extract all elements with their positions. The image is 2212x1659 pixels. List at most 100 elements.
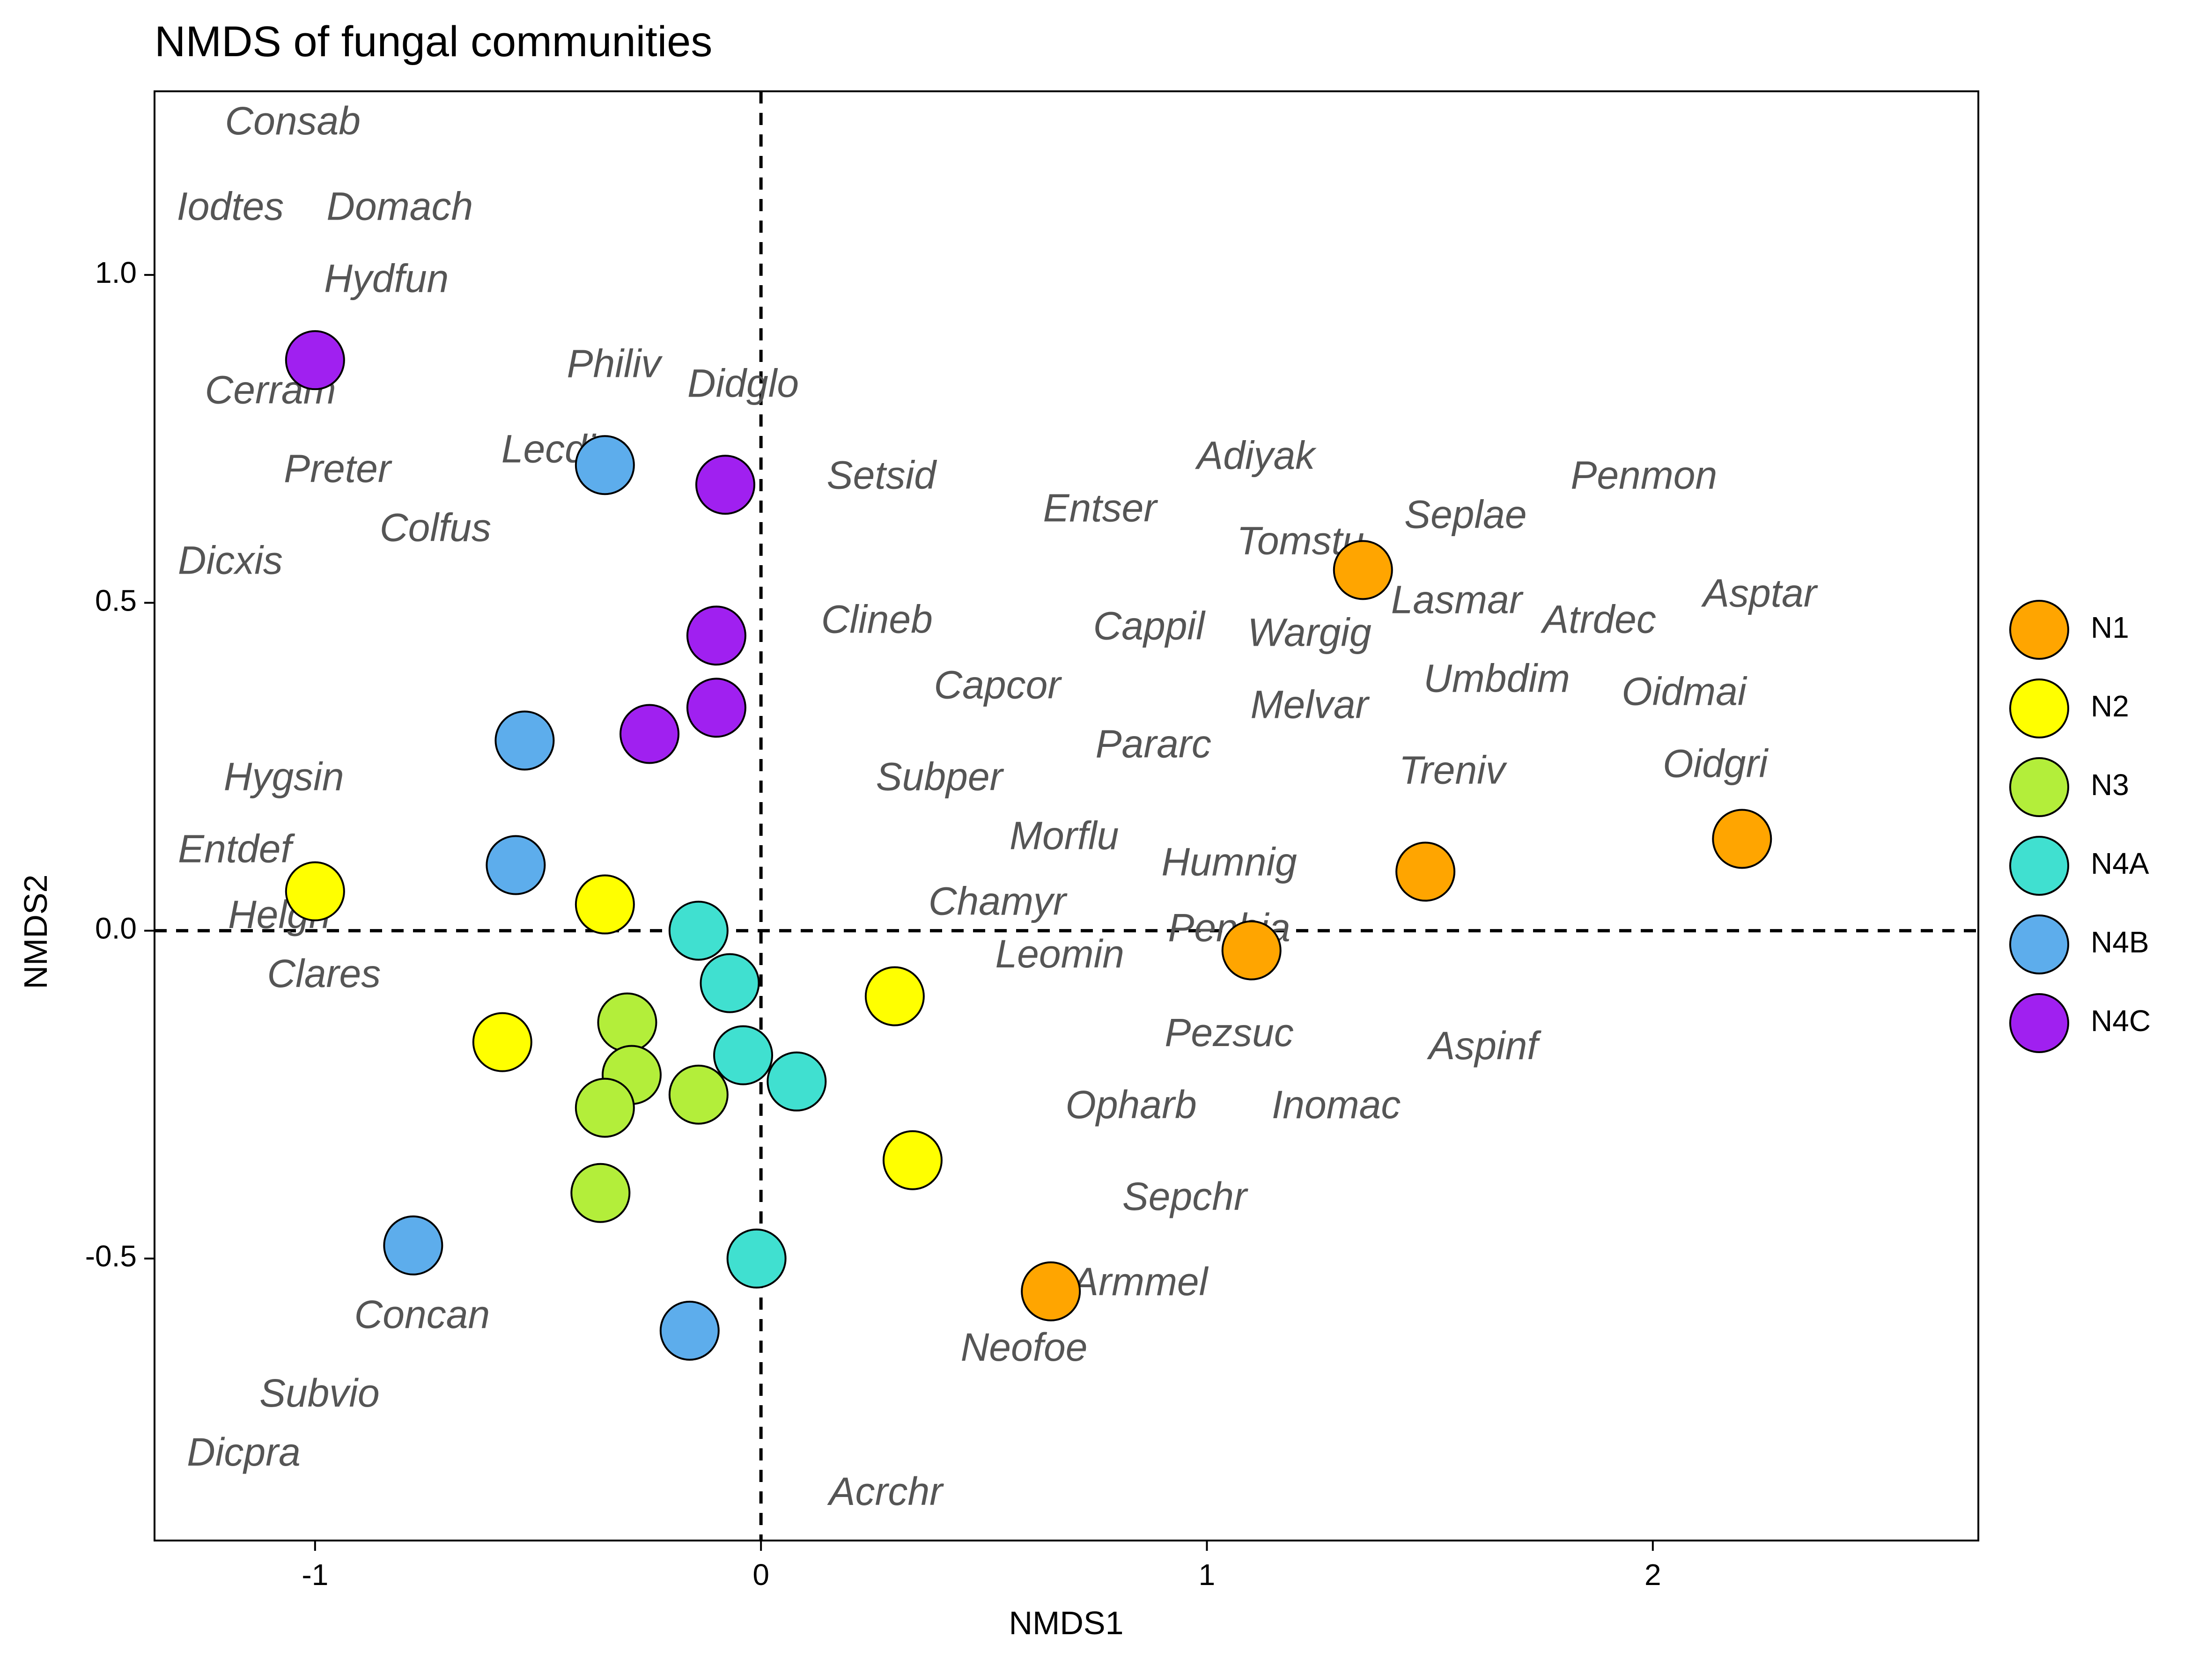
species-label: Pezsuc xyxy=(1165,1010,1293,1054)
site-point-n2 xyxy=(864,966,925,1026)
species-label: Leomin xyxy=(995,932,1124,976)
site-point-n4c xyxy=(695,455,755,515)
species-label: Subvio xyxy=(259,1371,380,1415)
species-label: Domach xyxy=(326,184,473,228)
site-point-n1 xyxy=(1395,841,1456,902)
species-label: Oidmai xyxy=(1622,670,1747,714)
species-label: Wargig xyxy=(1247,611,1371,655)
site-point-n4c xyxy=(619,704,680,764)
y-tick-label: 0.5 xyxy=(95,583,137,617)
species-label: Adiyak xyxy=(1194,433,1317,477)
species-label: Treniv xyxy=(1399,748,1508,792)
species-label: Asptar xyxy=(1701,571,1818,615)
species-label: Dicpra xyxy=(187,1430,301,1474)
site-point-n4c xyxy=(285,330,345,391)
species-label: Melvar xyxy=(1250,683,1370,727)
species-label: Oidgri xyxy=(1663,742,1769,786)
x-tick-label: 1 xyxy=(1199,1558,1216,1592)
species-label: Capcor xyxy=(934,663,1062,707)
legend-key-n1 xyxy=(2009,600,2069,660)
x-tick-label: 2 xyxy=(1644,1558,1661,1592)
legend-label: N2 xyxy=(2091,689,2129,723)
legend: N1 N2 N3 N4A N4B N4C xyxy=(2009,600,2151,1053)
species-label: Lasmar xyxy=(1391,578,1524,622)
site-point-n1 xyxy=(1021,1261,1081,1321)
chart-title: NMDS of fungal communities xyxy=(155,18,712,66)
species-label: Pararc xyxy=(1095,722,1211,766)
legend-key-n3 xyxy=(2009,757,2069,817)
species-label: Hydfun xyxy=(324,256,449,300)
site-point-n4b xyxy=(575,435,635,495)
species-label: Clineb xyxy=(821,597,933,641)
species-label: Atrdec xyxy=(1540,597,1656,641)
legend-key-n4b xyxy=(2009,914,2069,974)
site-point-n2 xyxy=(472,1012,532,1072)
species-label: Penmon xyxy=(1571,453,1717,497)
legend-label: N4B xyxy=(2091,925,2149,959)
species-label: Subper xyxy=(876,755,1004,799)
site-point-n4c xyxy=(686,605,746,666)
y-tick-label: 0.0 xyxy=(95,911,137,945)
species-label: Setsid xyxy=(827,453,937,497)
y-tick-label: 1.0 xyxy=(95,256,137,289)
species-label: Iodtes xyxy=(177,184,284,228)
site-point-n1 xyxy=(1221,920,1282,981)
legend-label: N3 xyxy=(2091,768,2129,802)
legend-label: N1 xyxy=(2091,611,2129,644)
species-label: Acrchr xyxy=(826,1469,944,1513)
x-tick-label: 0 xyxy=(752,1558,769,1592)
species-label: Inomac xyxy=(1272,1083,1401,1127)
species-label: Philiv xyxy=(567,341,664,385)
y-tick-label: -0.5 xyxy=(85,1239,137,1273)
site-point-n1 xyxy=(1712,809,1772,869)
legend-key-n4c xyxy=(2009,993,2069,1053)
x-axis-title: NMDS1 xyxy=(1009,1605,1123,1641)
site-point-n4b xyxy=(383,1215,443,1276)
species-label: Cappil xyxy=(1093,604,1206,648)
species-label: Concan xyxy=(354,1292,490,1336)
species-label: Opharb xyxy=(1065,1083,1196,1127)
species-label: Entser xyxy=(1043,486,1158,530)
legend-key-n4a xyxy=(2009,836,2069,896)
site-point-n4a xyxy=(713,1025,774,1085)
site-point-n2 xyxy=(882,1130,943,1190)
legend-label: N4A xyxy=(2091,847,2149,880)
species-label: Armmel xyxy=(1070,1260,1209,1304)
site-point-n3 xyxy=(597,992,657,1053)
species-label: Clares xyxy=(267,951,381,995)
site-point-n2 xyxy=(575,874,635,935)
site-point-n4a xyxy=(668,900,729,961)
species-label: Humnig xyxy=(1161,840,1297,884)
legend-label: N4C xyxy=(2091,1004,2151,1038)
species-label: Colfus xyxy=(380,505,491,549)
site-point-n4c xyxy=(686,678,746,738)
site-point-n4a xyxy=(767,1051,827,1112)
species-label: Preter xyxy=(284,446,392,490)
site-point-n4b xyxy=(494,710,555,771)
site-point-n3 xyxy=(575,1077,635,1138)
species-label: Hygsin xyxy=(224,755,344,799)
species-label: Aspinf xyxy=(1426,1024,1541,1068)
species-label: Consab xyxy=(225,99,361,143)
site-point-n3 xyxy=(570,1163,631,1223)
species-label: Chamyr xyxy=(929,879,1068,923)
species-label: Umbdim xyxy=(1423,656,1570,700)
y-axis-title: NMDS2 xyxy=(17,874,54,989)
species-label: Entdef xyxy=(178,827,295,871)
species-label: Seplae xyxy=(1404,492,1527,536)
species-label: Neofoe xyxy=(961,1325,1088,1369)
species-label: Morflu xyxy=(1010,814,1119,858)
site-point-n4a xyxy=(726,1228,787,1289)
site-point-n3 xyxy=(668,1064,729,1125)
site-point-n4b xyxy=(659,1300,720,1361)
species-label: Sepchr xyxy=(1122,1174,1248,1218)
species-label: Didglo xyxy=(687,361,799,405)
site-point-n4b xyxy=(486,835,546,895)
x-tick-label: -1 xyxy=(302,1558,328,1592)
site-point-n1 xyxy=(1333,540,1393,600)
legend-key-n2 xyxy=(2009,678,2069,738)
plot-panel xyxy=(154,90,1979,1541)
site-point-n4a xyxy=(700,953,760,1013)
